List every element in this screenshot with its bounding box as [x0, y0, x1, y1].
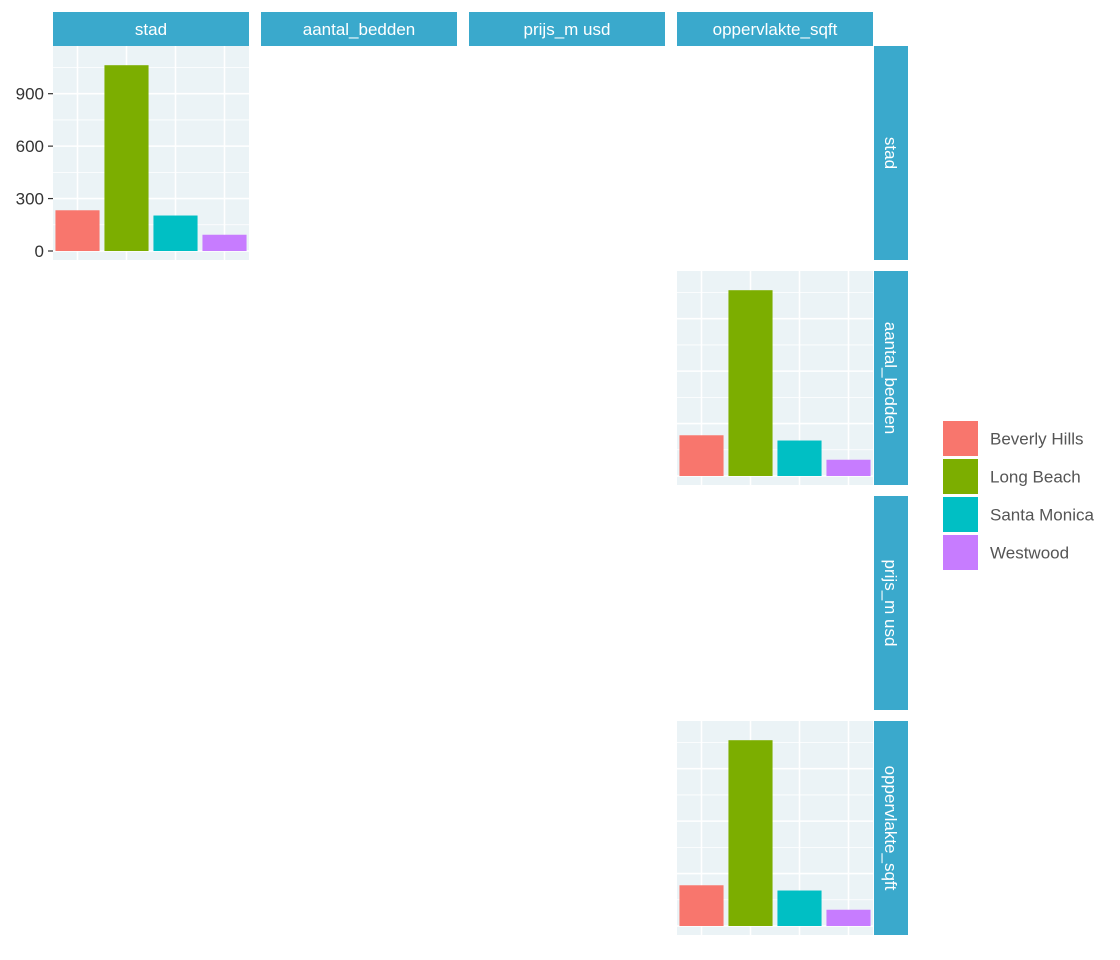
- bar-westwood: [826, 459, 871, 476]
- legend-key: [943, 497, 978, 532]
- legend-key: [943, 535, 978, 570]
- bar-santa-monica: [777, 890, 822, 926]
- column-strip: [469, 12, 665, 46]
- bar-westwood: [202, 234, 247, 251]
- row-strip: [874, 721, 908, 935]
- row-strip-label: aantal_bedden: [881, 322, 900, 435]
- panel-aantal_bedden-oppervlakte_sqft: [677, 271, 873, 485]
- panel-stad-stad: [53, 46, 249, 260]
- row-strip: [874, 46, 908, 260]
- legend-key: [943, 421, 978, 456]
- column-strip-label: oppervlakte_sqft: [713, 20, 838, 39]
- legend-label: Westwood: [990, 544, 1069, 563]
- bar-long-beach: [104, 65, 149, 251]
- row-strip-label: prijs_m usd: [881, 560, 900, 647]
- legend-label: Beverly Hills: [990, 430, 1084, 449]
- panel-oppervlakte_sqft-oppervlakte_sqft: [677, 721, 873, 935]
- column-strip: [677, 12, 873, 46]
- bar-beverly-hills: [679, 885, 724, 926]
- legend-label: Long Beach: [990, 468, 1081, 487]
- column-strips: stad aantal_bedden prijs_m usd oppervlakte_…: [53, 12, 873, 46]
- legend-label: Santa Monica: [990, 506, 1094, 525]
- bar-santa-monica: [153, 215, 198, 251]
- row-strip-label: oppervlakte_sqft: [881, 766, 900, 891]
- column-strip: [53, 12, 249, 46]
- column-strip-label: prijs_m usd: [524, 20, 611, 39]
- bar-beverly-hills: [55, 210, 100, 251]
- column-strip: [261, 12, 457, 46]
- column-strip-label: stad: [135, 20, 167, 39]
- y-tick-label: 0: [35, 242, 44, 261]
- bar-westwood: [826, 909, 871, 926]
- row-strips: stad aantal_bedden prijs_m usd oppervlakte_…: [874, 46, 908, 935]
- bar-beverly-hills: [679, 435, 724, 476]
- y-tick-label: 900: [16, 85, 44, 104]
- y-tick-label: 300: [16, 190, 44, 209]
- row-strip: [874, 496, 908, 710]
- y-tick-label: 600: [16, 137, 44, 156]
- row-strip-label: stad: [881, 137, 900, 169]
- legend-key: [943, 459, 978, 494]
- row-strip: [874, 271, 908, 485]
- bar-long-beach: [728, 290, 773, 476]
- legend: Beverly Hills Long Beach Santa Monica Westw…: [943, 421, 1094, 570]
- bar-santa-monica: [777, 440, 822, 476]
- bar-long-beach: [728, 740, 773, 926]
- y-axis: 0 300 600 900: [16, 85, 53, 261]
- column-strip-label: aantal_bedden: [303, 20, 416, 39]
- panels: [53, 46, 873, 935]
